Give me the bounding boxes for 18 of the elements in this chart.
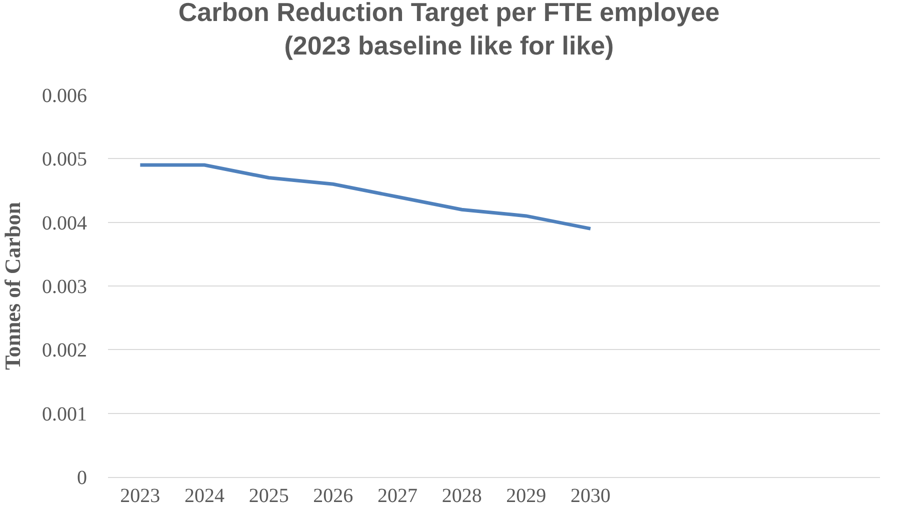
x-tick-label: 2027 bbox=[378, 485, 418, 507]
y-tick-label: 0.004 bbox=[42, 212, 87, 234]
y-tick-label: 0 bbox=[77, 467, 87, 489]
y-axis-title: Tonnes of Carbon bbox=[0, 202, 25, 370]
x-tick-label: 2025 bbox=[248, 485, 289, 507]
y-tick-label: 0.002 bbox=[42, 340, 87, 362]
x-tick-label: 2023 bbox=[120, 485, 160, 507]
x-tick-label: 2026 bbox=[313, 485, 354, 507]
chart-title: Carbon Reduction Target per FTE employee (2023 baseline like for like) bbox=[178, 0, 720, 61]
x-tick-label: 2028 bbox=[442, 485, 482, 507]
x-tick-label: 2024 bbox=[184, 485, 224, 507]
y-tick-label: 0.006 bbox=[42, 85, 87, 107]
x-tick-label: 2030 bbox=[570, 485, 610, 507]
x-tick-label: 2029 bbox=[506, 485, 546, 507]
line-series bbox=[138, 163, 592, 230]
y-tick-label: 0.005 bbox=[42, 148, 87, 171]
y-tick-label: 0.001 bbox=[42, 403, 87, 426]
y-tick-label: 0.003 bbox=[42, 276, 87, 298]
